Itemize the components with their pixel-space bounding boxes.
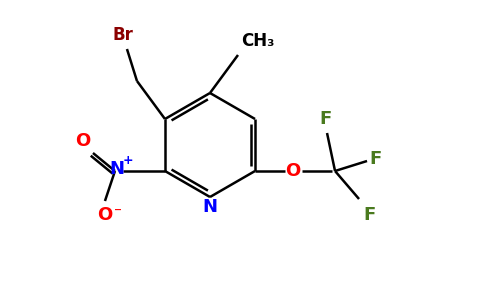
Text: +: + [122,154,133,167]
Text: F: F [363,206,375,224]
Text: F: F [369,150,381,168]
Text: CH₃: CH₃ [242,32,275,50]
Text: N: N [202,198,217,216]
Text: F: F [319,110,331,128]
Text: Br: Br [112,26,134,44]
Text: N: N [109,160,124,178]
Text: O: O [286,162,301,180]
Text: ⁻: ⁻ [114,206,122,220]
Text: O: O [97,206,113,224]
Text: O: O [76,132,91,150]
